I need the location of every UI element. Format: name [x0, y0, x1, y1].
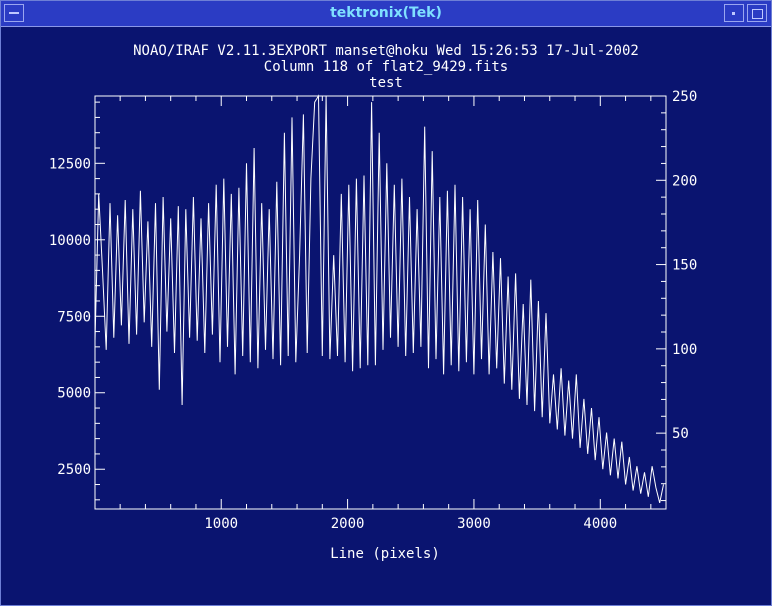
- y-tick-label: 5000: [57, 386, 91, 402]
- x-axis: 1000 2000 3000 4000: [119, 96, 652, 532]
- minimize-button[interactable]: [724, 4, 744, 22]
- y-axis-right: 50 100 150 200 250: [656, 89, 697, 502]
- window-menu-button[interactable]: [4, 4, 24, 22]
- plot-frame: [94, 95, 667, 510]
- x-tick-label: 4000: [583, 516, 617, 532]
- title-bar[interactable]: tektronix(Tek): [1, 1, 771, 27]
- plot-title-line-3: test: [369, 75, 403, 91]
- y-tick-label: 2500: [57, 462, 91, 478]
- x-tick-label: 1000: [204, 516, 238, 532]
- y2-tick-label: 100: [672, 342, 697, 358]
- series-line: [94, 94, 664, 504]
- y-tick-label: 12500: [49, 156, 91, 172]
- x-axis-label: Line (pixels): [330, 546, 440, 562]
- plot-canvas: NOAO/IRAF V2.11.3EXPORT manset@hoku Wed …: [49, 43, 697, 562]
- x-tick-label: 2000: [331, 516, 365, 532]
- y2-tick-label: 200: [672, 173, 697, 189]
- y2-tick-label: 250: [672, 89, 697, 105]
- y-tick-label: 10000: [49, 233, 91, 249]
- y2-tick-label: 50: [672, 426, 689, 442]
- plot-title-line-1: NOAO/IRAF V2.11.3EXPORT manset@hoku Wed …: [133, 43, 639, 59]
- y2-tick-label: 150: [672, 258, 697, 274]
- maximize-button[interactable]: [747, 4, 767, 22]
- plot-title-line-2: Column 118 of flat2_9429.fits: [264, 59, 508, 75]
- x-tick-label: 3000: [457, 516, 491, 532]
- y-axis-left: 2500 5000 7500 10000 12500: [49, 101, 105, 501]
- y-tick-label: 7500: [57, 309, 91, 325]
- window-title: tektronix(Tek): [330, 5, 442, 21]
